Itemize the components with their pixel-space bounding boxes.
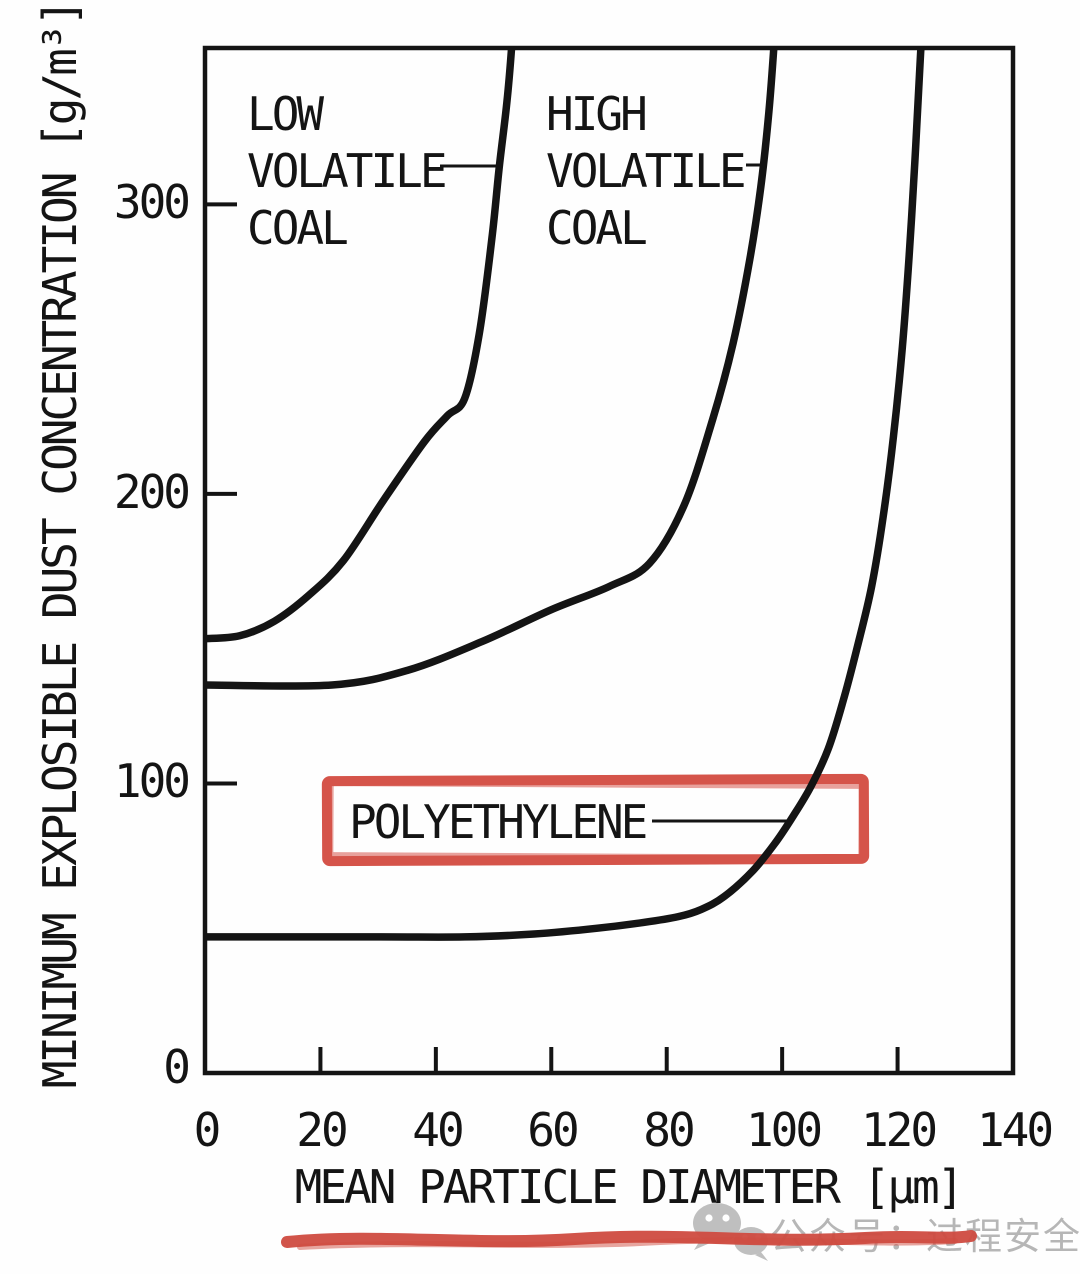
label-line: COAL bbox=[247, 201, 349, 255]
axis-ticks bbox=[205, 202, 900, 1073]
x-tick-label-120: 120 bbox=[860, 1103, 938, 1157]
curve-low-volatile-coal bbox=[205, 48, 516, 643]
x-tick-label-0: 0 bbox=[193, 1103, 222, 1157]
plot-border bbox=[202, 45, 1016, 1076]
y-tick-label-100: 100 bbox=[113, 754, 191, 808]
x-tick-label-100: 100 bbox=[745, 1103, 823, 1157]
curve-polyethylene bbox=[205, 48, 925, 941]
label-line: LOW bbox=[247, 87, 324, 141]
x-tick-label-20: 20 bbox=[296, 1103, 348, 1157]
x-tick-label-140: 140 bbox=[976, 1103, 1054, 1157]
y-tick-label-0: 0 bbox=[163, 1040, 191, 1094]
x-tick-label-80: 80 bbox=[643, 1103, 695, 1157]
y-axis-title: MINIMUM EXPLOSIBLE DUST CONCENTRATION [g… bbox=[33, 1, 87, 1089]
y-tick-label-300: 300 bbox=[113, 175, 191, 229]
x-tick-label-60: 60 bbox=[527, 1103, 579, 1157]
highlight-box-texture bbox=[328, 781, 864, 860]
curve-high-volatile-coal bbox=[205, 48, 778, 690]
polyethylene-highlight-box bbox=[321, 773, 870, 867]
y-tick-label-200: 200 bbox=[113, 465, 191, 519]
label-low-volatile-coal: LOW VOLATILE COAL bbox=[247, 86, 448, 257]
red-underline bbox=[281, 1230, 977, 1250]
label-line: VOLATILE bbox=[546, 144, 747, 198]
label-line: COAL bbox=[546, 201, 648, 255]
label-line: VOLATILE bbox=[247, 144, 448, 198]
label-polyethylene: POLYETHYLENE bbox=[349, 795, 648, 849]
x-tick-label-40: 40 bbox=[412, 1103, 464, 1157]
highlight-box-stroke bbox=[321, 773, 870, 867]
data-curves bbox=[205, 48, 925, 941]
label-line: HIGH bbox=[546, 87, 648, 141]
x-axis-title: MEAN PARTICLE DIAMETER [µm] bbox=[294, 1160, 965, 1214]
label-high-volatile-coal: HIGH VOLATILE COAL bbox=[546, 86, 747, 257]
